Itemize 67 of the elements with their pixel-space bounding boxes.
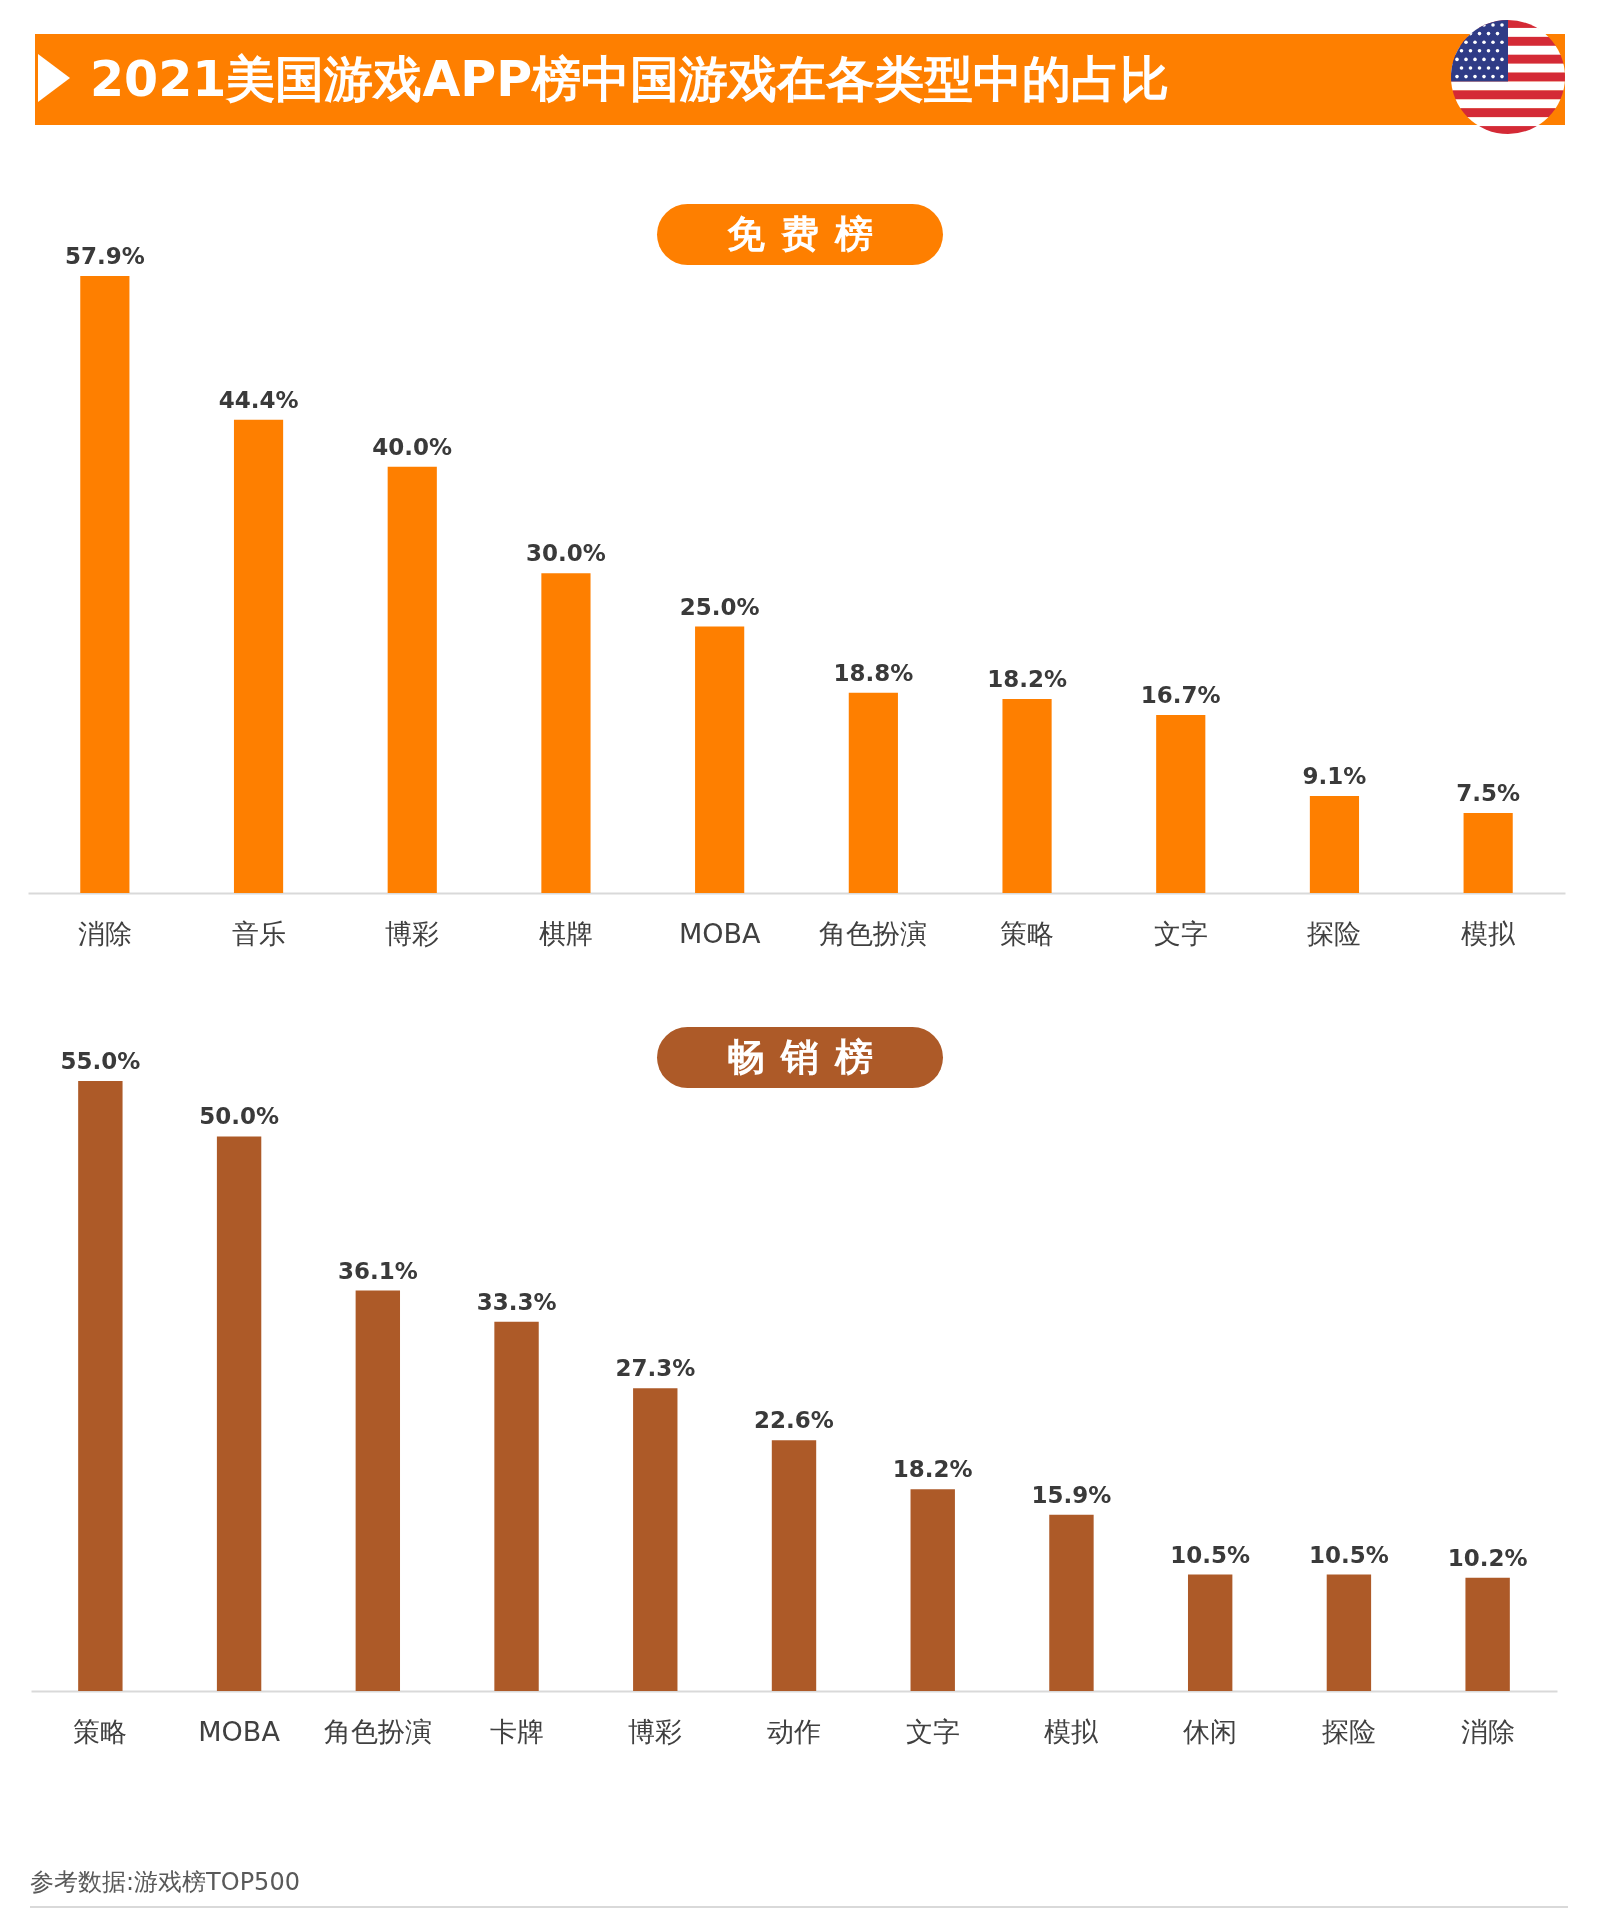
- data-label: 44.4%: [218, 386, 299, 413]
- bar: [78, 1081, 123, 1691]
- bar: [1049, 1514, 1094, 1691]
- data-label: 50.0%: [199, 1103, 279, 1130]
- data-label: 16.7%: [1140, 682, 1221, 709]
- data-label: 18.8%: [833, 659, 914, 686]
- chart-subtitle: 免费榜: [727, 212, 889, 256]
- data-label: 18.2%: [987, 666, 1067, 693]
- x-tick-label: 消除: [1460, 1715, 1515, 1747]
- data-label: 18.2%: [892, 1456, 973, 1483]
- data-label: 40.0%: [372, 433, 453, 460]
- x-tick-label: 探险: [1321, 1715, 1376, 1747]
- x-tick-label: 文字: [1153, 917, 1208, 949]
- data-label: 36.1%: [337, 1257, 418, 1284]
- x-tick-label: MOBA: [678, 917, 761, 949]
- data-label: 10.5%: [1170, 1541, 1251, 1568]
- x-tick-label: 模拟: [1461, 917, 1517, 949]
- bar: [233, 419, 284, 893]
- bar: [633, 1388, 678, 1691]
- x-tick-label: 博彩: [385, 917, 440, 949]
- x-tick-label: 音乐: [231, 917, 286, 949]
- bar: [1002, 699, 1052, 893]
- data-label: 25.0%: [679, 593, 760, 620]
- bar: [541, 573, 591, 893]
- data-label: 27.3%: [615, 1355, 696, 1382]
- data-label: 7.5%: [1456, 780, 1521, 807]
- bar: [1309, 796, 1360, 893]
- bar: [1187, 1574, 1233, 1691]
- x-tick-label: 策略: [73, 1715, 128, 1747]
- x-tick-label: 休闲: [1183, 1715, 1238, 1747]
- bar: [1326, 1574, 1372, 1691]
- data-label: 15.9%: [1031, 1481, 1112, 1508]
- x-tick-label: 棋牌: [538, 917, 593, 949]
- bar: [1156, 715, 1206, 893]
- data-label: 9.1%: [1302, 763, 1367, 790]
- bar: [494, 1321, 539, 1691]
- data-label: 33.3%: [476, 1288, 557, 1315]
- bar: [387, 466, 437, 893]
- bar: [910, 1489, 955, 1691]
- x-tick-label: 博彩: [628, 1715, 683, 1747]
- x-tick-label: 文字: [905, 1715, 960, 1747]
- x-tick-label: 探险: [1307, 917, 1362, 949]
- bar: [1465, 1577, 1510, 1691]
- chart-title: 2021美国游戏APP榜中国游戏在各类型中的占比: [90, 50, 1170, 110]
- bar: [848, 692, 898, 893]
- x-tick-label: 动作: [767, 1715, 821, 1747]
- bar: [1463, 813, 1513, 893]
- data-label: 57.9%: [64, 243, 145, 269]
- x-tick-label: 策略: [1000, 917, 1055, 949]
- data-label: 30.0%: [526, 540, 606, 567]
- x-tick-label: 模拟: [1044, 1715, 1100, 1747]
- x-tick-label: 卡牌: [489, 1715, 544, 1747]
- data-label: 22.6%: [754, 1407, 834, 1434]
- x-tick-label: 消除: [77, 917, 132, 949]
- data-label: 10.2%: [1447, 1544, 1528, 1571]
- bar: [80, 276, 130, 893]
- chart-title: 畅销榜: [727, 1035, 889, 1079]
- bar: [771, 1440, 817, 1691]
- bar: [216, 1136, 262, 1691]
- data-label: 55.0%: [60, 1048, 141, 1074]
- bar: [695, 626, 745, 893]
- x-tick-label: MOBA: [198, 1715, 281, 1747]
- data-label: 10.5%: [1309, 1541, 1389, 1568]
- text: 参考数据:游戏榜TOP500: [30, 1867, 300, 1898]
- x-tick-label: 角色扮演: [323, 1715, 432, 1747]
- bar: [355, 1290, 401, 1691]
- x-tick-label: 角色扮演: [819, 917, 928, 949]
